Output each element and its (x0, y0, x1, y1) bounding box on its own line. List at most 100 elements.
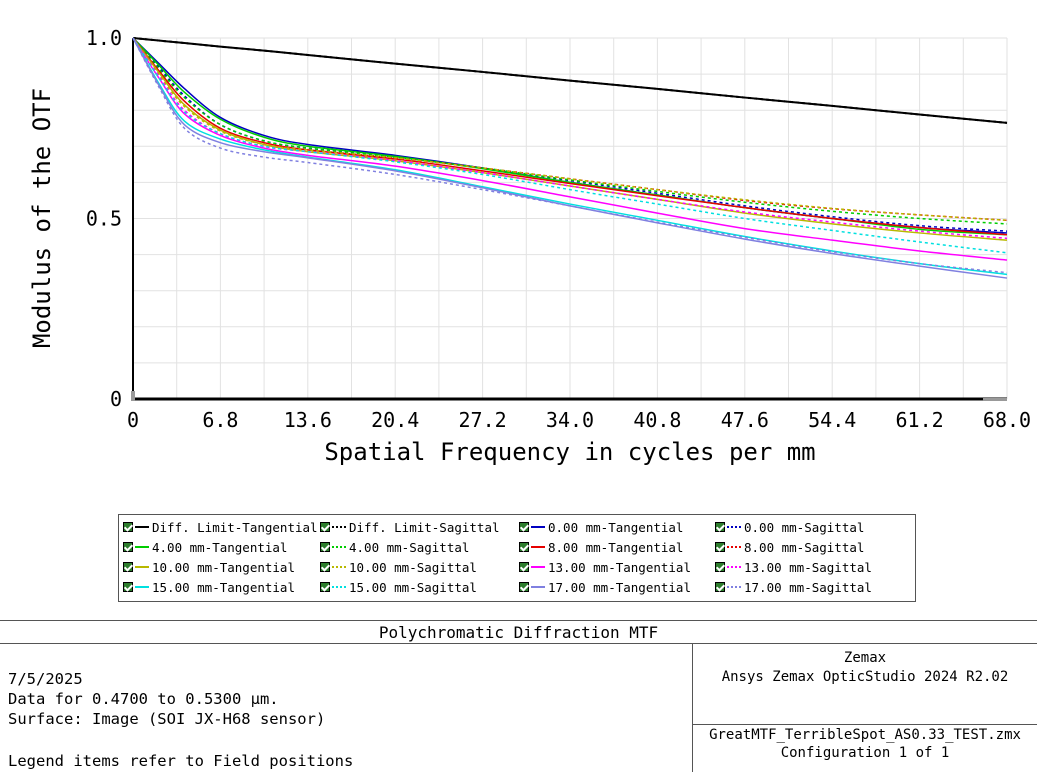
legend-item[interactable]: 4.00 mm-Tangential (123, 537, 287, 557)
legend-line-swatch (531, 586, 545, 588)
legend-label: 4.00 mm-Tangential (152, 539, 288, 555)
legend-item[interactable]: 10.00 mm-Tangential (123, 557, 295, 577)
legend-item[interactable]: 4.00 mm-Sagittal (320, 537, 469, 557)
legend-item[interactable]: 17.00 mm-Sagittal (715, 577, 872, 597)
checkbox-icon[interactable] (519, 582, 529, 592)
axis-end-cap (983, 398, 1007, 401)
legend-line-swatch (727, 526, 741, 528)
legend-line-swatch (727, 546, 741, 548)
report-divider-horizontal (692, 724, 1037, 725)
series-line (132, 37, 1008, 274)
legend-line-swatch (332, 526, 346, 528)
legend-item[interactable]: 0.00 mm-Sagittal (715, 517, 864, 537)
legend-label: 8.00 mm-Sagittal (744, 539, 865, 555)
chart-legend: Diff. Limit-Tangential Diff. Limit-Sagitt… (118, 514, 916, 602)
chart-series (132, 37, 1008, 279)
y-axis-label: Modulus of the OTF (28, 88, 56, 348)
checkbox-icon[interactable] (320, 562, 330, 572)
legend-label: 10.00 mm-Sagittal (349, 559, 477, 575)
chart-grid (132, 37, 1008, 400)
x-axis-label: Spatial Frequency in cycles per mm (324, 438, 815, 466)
legend-line-swatch (531, 546, 545, 548)
checkbox-icon[interactable] (320, 522, 330, 532)
x-tick-label: 54.4 (808, 408, 856, 432)
legend-line-swatch (135, 586, 149, 588)
legend-item[interactable]: 0.00 mm-Tangential (519, 517, 683, 537)
checkbox-icon[interactable] (123, 562, 133, 572)
legend-item[interactable]: Diff. Limit-Tangential (123, 517, 318, 537)
legend-line-swatch (332, 586, 346, 588)
x-tick-label: 6.8 (202, 408, 238, 432)
legend-item[interactable]: 17.00 mm-Tangential (519, 577, 691, 597)
checkbox-icon[interactable] (320, 582, 330, 592)
legend-line-swatch (135, 546, 149, 548)
legend-item[interactable]: 8.00 mm-Tangential (519, 537, 683, 557)
legend-item[interactable]: 15.00 mm-Tangential (123, 577, 295, 597)
report-configuration: Configuration 1 of 1 (780, 745, 950, 761)
chart-ticks: 0 6.8 13.6 20.4 27.2 34.0 40.8 47.6 54.4 61.2 68.0… (86, 26, 1031, 432)
legend-line-swatch (531, 526, 545, 528)
legend-label: 15.00 mm-Sagittal (349, 579, 477, 595)
legend-line-swatch (727, 586, 741, 588)
legend-item[interactable]: 8.00 mm-Sagittal (715, 537, 864, 557)
legend-line-swatch (727, 566, 741, 568)
series-line (132, 37, 1008, 279)
checkbox-icon[interactable] (519, 562, 529, 572)
legend-label: Diff. Limit-Sagittal (349, 519, 500, 535)
legend-line-swatch (531, 566, 545, 568)
report-legend-note: Legend items refer to Field positions (8, 752, 354, 770)
x-tick-label: 47.6 (721, 408, 769, 432)
legend-label: 10.00 mm-Tangential (152, 559, 295, 575)
chart-axes (131, 38, 1007, 401)
report-data-range: Data for 0.4700 to 0.5300 µm. (8, 690, 279, 708)
legend-label: 17.00 mm-Sagittal (744, 579, 872, 595)
series-line (132, 37, 1008, 222)
y-tick-label: 0.5 (86, 207, 122, 231)
x-tick-label: 61.2 (896, 408, 944, 432)
checkbox-icon[interactable] (123, 582, 133, 592)
series-line (132, 37, 1008, 254)
checkbox-icon[interactable] (715, 542, 725, 552)
legend-label: 13.00 mm-Tangential (548, 559, 691, 575)
series-line (132, 37, 1008, 236)
checkbox-icon[interactable] (715, 582, 725, 592)
mtf-chart: 0 6.8 13.6 20.4 27.2 34.0 40.8 47.6 54.4 61.2 68.0… (28, 26, 1031, 466)
x-tick-label: 68.0 (983, 408, 1031, 432)
series-line (132, 37, 1008, 261)
legend-item[interactable]: 13.00 mm-Sagittal (715, 557, 872, 577)
y-tick-label: 1.0 (86, 26, 122, 50)
legend-item[interactable]: 15.00 mm-Sagittal (320, 577, 477, 597)
legend-line-swatch (135, 526, 149, 528)
legend-line-swatch (332, 566, 346, 568)
x-tick-label: 34.0 (546, 408, 594, 432)
legend-label: 8.00 mm-Tangential (548, 539, 684, 555)
legend-label: 0.00 mm-Sagittal (744, 519, 865, 535)
checkbox-icon[interactable] (123, 522, 133, 532)
x-tick-label: 13.6 (284, 408, 332, 432)
legend-item[interactable]: 13.00 mm-Tangential (519, 557, 691, 577)
checkbox-icon[interactable] (519, 542, 529, 552)
checkbox-icon[interactable] (320, 542, 330, 552)
report-divider-vertical (692, 644, 693, 772)
x-tick-label: 27.2 (459, 408, 507, 432)
checkbox-icon[interactable] (715, 522, 725, 532)
report-company: Zemax (843, 650, 887, 666)
legend-label: 17.00 mm-Tangential (548, 579, 691, 595)
checkbox-icon[interactable] (519, 522, 529, 532)
legend-line-swatch (332, 546, 346, 548)
report-product: Ansys Zemax OpticStudio 2024 R2.02 (721, 669, 1009, 685)
report-date: 7/5/2025 (8, 670, 83, 688)
x-tick-label: 40.8 (633, 408, 681, 432)
checkbox-icon[interactable] (715, 562, 725, 572)
series-line (132, 37, 1008, 124)
y-tick-label: 0 (110, 387, 122, 411)
series-line (132, 37, 1008, 240)
legend-label: 13.00 mm-Sagittal (744, 559, 872, 575)
legend-item[interactable]: Diff. Limit-Sagittal (320, 517, 500, 537)
report-title-bar: Polychromatic Diffraction MTF (0, 620, 1037, 644)
series-line (132, 37, 1008, 225)
axis-origin-cap (131, 391, 135, 401)
legend-label: 15.00 mm-Tangential (152, 579, 295, 595)
legend-item[interactable]: 10.00 mm-Sagittal (320, 557, 477, 577)
checkbox-icon[interactable] (123, 542, 133, 552)
